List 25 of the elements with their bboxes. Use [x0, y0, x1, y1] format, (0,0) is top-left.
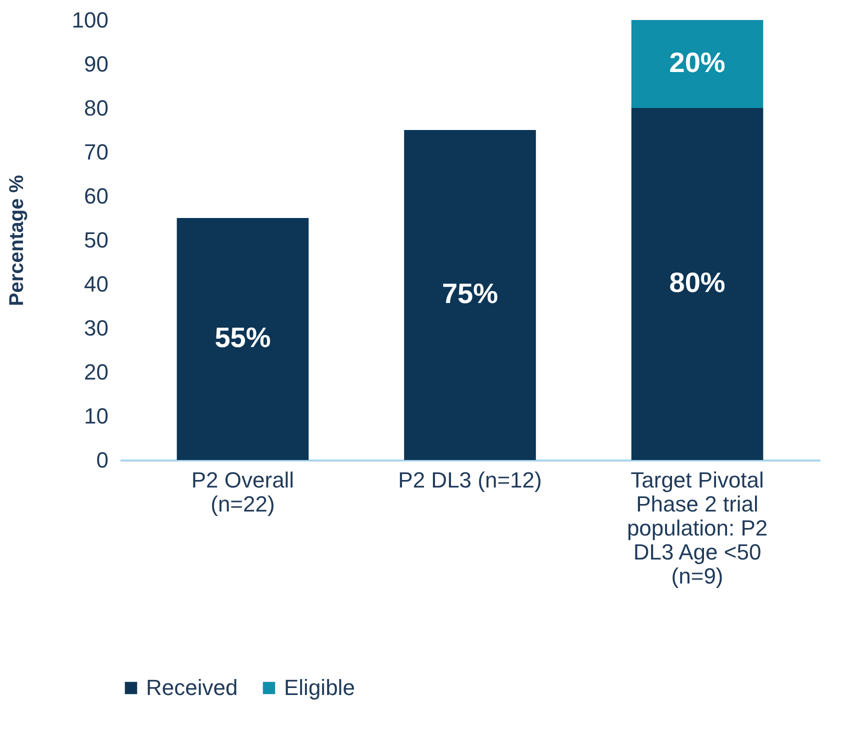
x-tick-label: Target Pivotal Phase 2 trial population: P2 DL3 Age <50 (n=9): [626, 468, 768, 588]
y-tick-label: 60: [84, 184, 108, 208]
data-label: 80%: [669, 267, 726, 298]
x-tick-label: P2 Overall (n=22): [191, 468, 294, 516]
legend-label: Received: [146, 675, 238, 700]
y-axis-title: Percentage %: [6, 174, 28, 306]
y-tick-label: 70: [84, 140, 108, 164]
bar: [631, 20, 764, 108]
y-tick-label: 0: [96, 448, 108, 472]
data-label: 55%: [214, 322, 271, 353]
y-tick-label: 80: [84, 96, 108, 120]
data-label: 75%: [442, 278, 498, 309]
y-tick-label: 20: [84, 360, 108, 384]
legend-label: Eligible: [284, 675, 355, 700]
y-tick-label: 50: [84, 228, 108, 252]
bar: [176, 218, 309, 460]
y-tick-label: 10: [84, 404, 108, 428]
data-label: 20%: [669, 47, 726, 78]
bar: [404, 130, 536, 460]
y-tick-label: 30: [84, 316, 108, 340]
y-tick-label: 100: [72, 8, 108, 32]
y-tick-label: 90: [84, 52, 108, 76]
bar: [631, 108, 764, 460]
x-tick-label: P2 DL3 (n=12): [398, 468, 542, 492]
y-tick-label: 40: [84, 272, 108, 296]
